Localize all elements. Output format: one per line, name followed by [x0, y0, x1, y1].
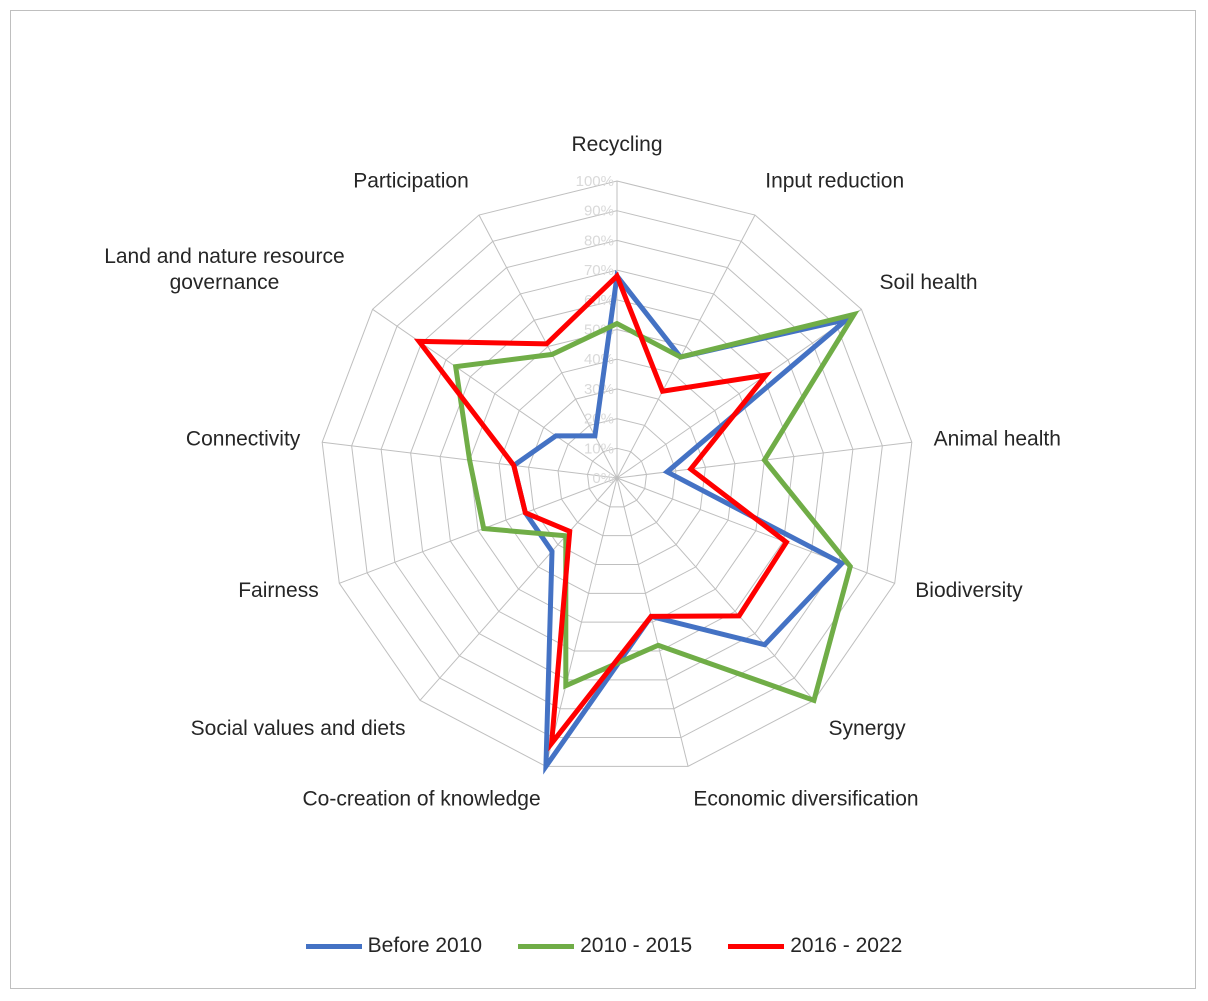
- category-label: Co-creation of knowledge: [303, 788, 541, 811]
- category-label: Participation: [353, 170, 469, 193]
- legend: Before 2010 2010 - 2015 2016 - 2022: [0, 928, 1208, 964]
- tick-label: 0%: [592, 470, 614, 487]
- tick-label: 80%: [584, 232, 614, 249]
- category-label: Social values and diets: [191, 717, 406, 740]
- category-labels: Recycling Input reduction Soil health Anima…: [104, 133, 1061, 811]
- radar-grid: [321, 180, 913, 767]
- grid-ring: [557, 418, 677, 537]
- grid-spoke: [545, 477, 618, 767]
- category-label: Animal health: [934, 428, 1061, 451]
- legend-swatch-2016-2022: [728, 943, 785, 949]
- grid-spoke: [616, 214, 756, 479]
- category-label: Recycling: [571, 133, 662, 156]
- chart-frame: [10, 10, 1196, 989]
- legend-swatch-before-2010: [305, 943, 362, 949]
- category-label: Input reduction: [765, 170, 904, 193]
- grid-ring: [439, 299, 795, 652]
- legend-swatch-2010-2015: [518, 943, 575, 949]
- grid-ring: [351, 210, 883, 739]
- series-line: [413, 271, 790, 752]
- series-lines: [413, 269, 860, 775]
- category-label: Synergy: [829, 717, 907, 740]
- grid-spoke: [616, 308, 862, 479]
- grid-spoke: [372, 308, 618, 479]
- grid-ring: [380, 239, 854, 710]
- grid-spoke: [339, 477, 618, 584]
- grid-spoke: [616, 477, 689, 767]
- legend-label-before-2010: Before 2010: [367, 934, 483, 957]
- legend-item-2016-2022: 2016 - 2022: [728, 934, 902, 958]
- tick-label: 60%: [584, 292, 614, 309]
- category-label: Connectivity: [186, 428, 301, 451]
- category-label: Economic diversification: [693, 788, 918, 811]
- category-label: Land and nature resource: [104, 245, 345, 268]
- grid-spoke: [419, 477, 618, 701]
- grid-ring: [410, 269, 824, 681]
- grid-spoke: [616, 477, 815, 701]
- grid-ring: [587, 447, 647, 508]
- grid-ring: [321, 180, 913, 767]
- grid-spoke: [616, 477, 895, 584]
- legend-label-2010-2015: 2010 - 2015: [580, 934, 693, 957]
- legend-label-2016-2022: 2016 - 2022: [790, 934, 903, 957]
- tick-label: 40%: [584, 351, 614, 368]
- category-label: governance: [170, 271, 280, 294]
- category-label: Soil health: [880, 271, 978, 294]
- tick-label: 100%: [576, 173, 614, 190]
- series-line: [510, 269, 857, 775]
- grid-ring: [498, 358, 736, 594]
- tick-label: 90%: [584, 203, 614, 220]
- category-label: Fairness: [238, 579, 319, 602]
- tick-label: 70%: [584, 262, 614, 279]
- legend-item-before-2010: Before 2010: [305, 934, 483, 958]
- grid-ring: [528, 388, 706, 566]
- tick-label: 10%: [584, 440, 614, 457]
- legend-item-2010-2015: 2010 - 2015: [518, 934, 692, 958]
- category-label: Biodiversity: [915, 579, 1023, 602]
